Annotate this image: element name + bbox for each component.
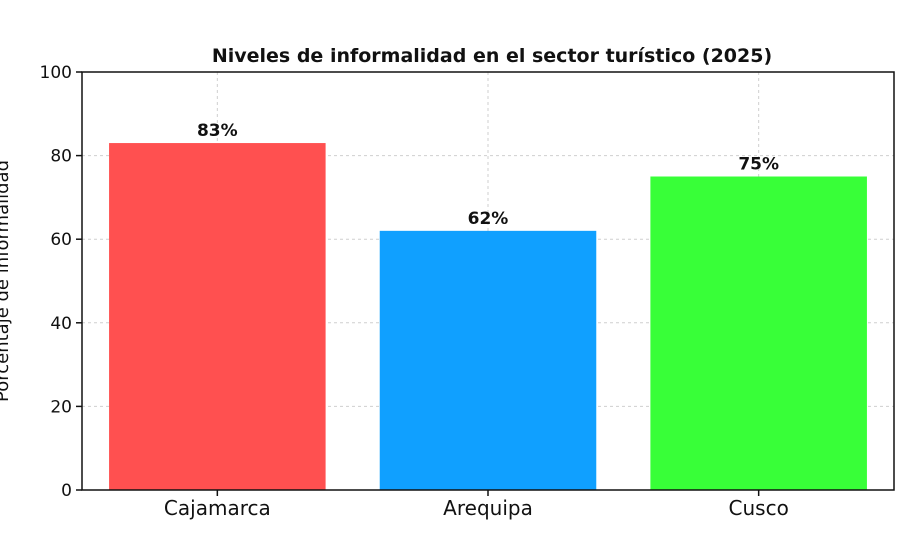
bar-cajamarca — [109, 143, 326, 490]
chart-title: Niveles de informalidad en el sector tur… — [212, 45, 772, 67]
y-tick-label: 80 — [50, 147, 72, 167]
data-label: 62% — [468, 209, 509, 229]
y-tick-label: 40 — [50, 314, 72, 334]
x-tick-label: Arequipa — [443, 496, 533, 520]
x-tick-label: Cusco — [729, 496, 789, 520]
bar-cusco — [650, 176, 867, 490]
bars: 83% 62% 75% — [109, 121, 867, 490]
y-tick-label: 0 — [61, 481, 72, 501]
y-axis-ticks: 0 20 40 60 80 100 — [40, 63, 82, 501]
x-tick-label: Cajamarca — [164, 496, 271, 520]
x-axis-ticks: Cajamarca Arequipa Cusco — [164, 490, 789, 520]
y-axis-label: Porcentaje de informalidad — [0, 160, 13, 402]
data-label: 83% — [197, 121, 238, 141]
bar-arequipa — [379, 230, 597, 490]
y-tick-label: 100 — [40, 63, 72, 83]
y-tick-label: 60 — [50, 230, 72, 250]
y-tick-label: 20 — [50, 397, 72, 417]
data-label: 75% — [738, 155, 779, 175]
